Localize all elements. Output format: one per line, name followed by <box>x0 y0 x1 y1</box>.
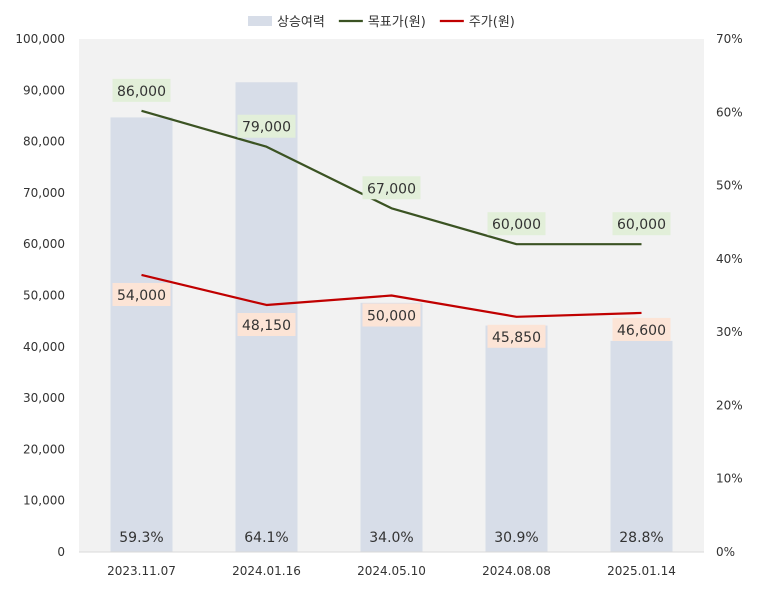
bar-upside-5 <box>610 340 673 552</box>
axes-group: 0 10,000 20,000 30,000 40,000 50,000 60,000 70,… <box>15 32 742 578</box>
legend-label: 주가(원) <box>469 15 515 30</box>
y-right-tick-label: 60% <box>716 105 743 119</box>
bar-value-label: 28.8% <box>619 530 663 546</box>
x-tick-label: 2024.05.10 <box>357 564 426 578</box>
bar-series-group <box>110 82 673 552</box>
y-right-tick-label: 70% <box>716 32 743 46</box>
y-left-tick-label: 70,000 <box>23 186 65 200</box>
target-price-label: 79,000 <box>242 120 291 136</box>
target-label-bg <box>487 212 546 236</box>
target-price-label: 60,000 <box>617 217 666 233</box>
bar-upside-4 <box>485 325 548 552</box>
y-right-tick-label: 20% <box>716 398 743 412</box>
x-tick-label: 2024.08.08 <box>482 564 551 578</box>
target-label-bg <box>612 212 671 236</box>
stock-price-label: 54,000 <box>117 288 166 304</box>
y-left-tick-label: 30,000 <box>23 391 65 405</box>
y-left-tick-label: 20,000 <box>23 442 65 456</box>
y-left-tick-label: 40,000 <box>23 340 65 354</box>
line-series-group <box>141 109 642 318</box>
target-label-bg <box>112 78 171 102</box>
y-right-tick-label: 0% <box>716 545 735 559</box>
stock-price-label: 48,150 <box>242 318 291 334</box>
target-price-label: 67,000 <box>367 181 416 197</box>
y-right-tick-label: 50% <box>716 179 743 193</box>
y-right-tick-label: 10% <box>716 472 743 486</box>
data-labels-group: 59.3% 64.1% 34.0% 30.9% 28.8% 86,000 79,000 67,… <box>112 78 671 546</box>
y-right-tick-label: 30% <box>716 325 743 339</box>
x-tick-label: 2025.01.14 <box>607 564 676 578</box>
target-label-bg <box>237 114 296 138</box>
target-price-label: 60,000 <box>492 217 541 233</box>
target-price-line <box>141 109 642 246</box>
stock-label-bg <box>112 282 171 306</box>
legend-swatch-bar <box>248 16 272 26</box>
stock-price-line <box>141 273 642 318</box>
stock-label-bg <box>612 317 671 341</box>
bar-value-label: 64.1% <box>244 530 288 546</box>
target-price-label: 86,000 <box>117 84 166 100</box>
y-left-tick-label: 90,000 <box>23 83 65 97</box>
legend: 상승여력 목표가(원) 주가(원) <box>248 15 515 30</box>
bar-value-label: 34.0% <box>369 530 413 546</box>
y-left-tick-label: 50,000 <box>23 289 65 303</box>
y-left-tick-label: 60,000 <box>23 237 65 251</box>
y-right-tick-label: 40% <box>716 252 743 266</box>
target-label-bg <box>362 176 421 200</box>
bar-value-label: 59.3% <box>119 530 163 546</box>
legend-label: 목표가(원) <box>368 15 426 30</box>
y-left-tick-label: 10,000 <box>23 494 65 508</box>
bar-upside-3 <box>360 302 423 552</box>
stock-price-label: 45,850 <box>492 330 541 346</box>
legend-label: 상승여력 <box>277 15 325 30</box>
y-left-tick-label: 100,000 <box>15 32 65 46</box>
bar-value-label: 30.9% <box>494 530 538 546</box>
x-tick-label: 2023.11.07 <box>107 564 176 578</box>
stock-label-bg <box>237 312 296 336</box>
bar-upside-1 <box>110 117 173 552</box>
y-left-tick-label: 0 <box>57 545 65 559</box>
stock-label-bg <box>487 324 546 348</box>
stock-price-label: 50,000 <box>367 309 416 325</box>
x-tick-label: 2024.01.16 <box>232 564 301 578</box>
y-left-tick-label: 80,000 <box>23 135 65 149</box>
stock-price-label: 46,600 <box>617 323 666 339</box>
stock-label-bg <box>362 303 421 327</box>
